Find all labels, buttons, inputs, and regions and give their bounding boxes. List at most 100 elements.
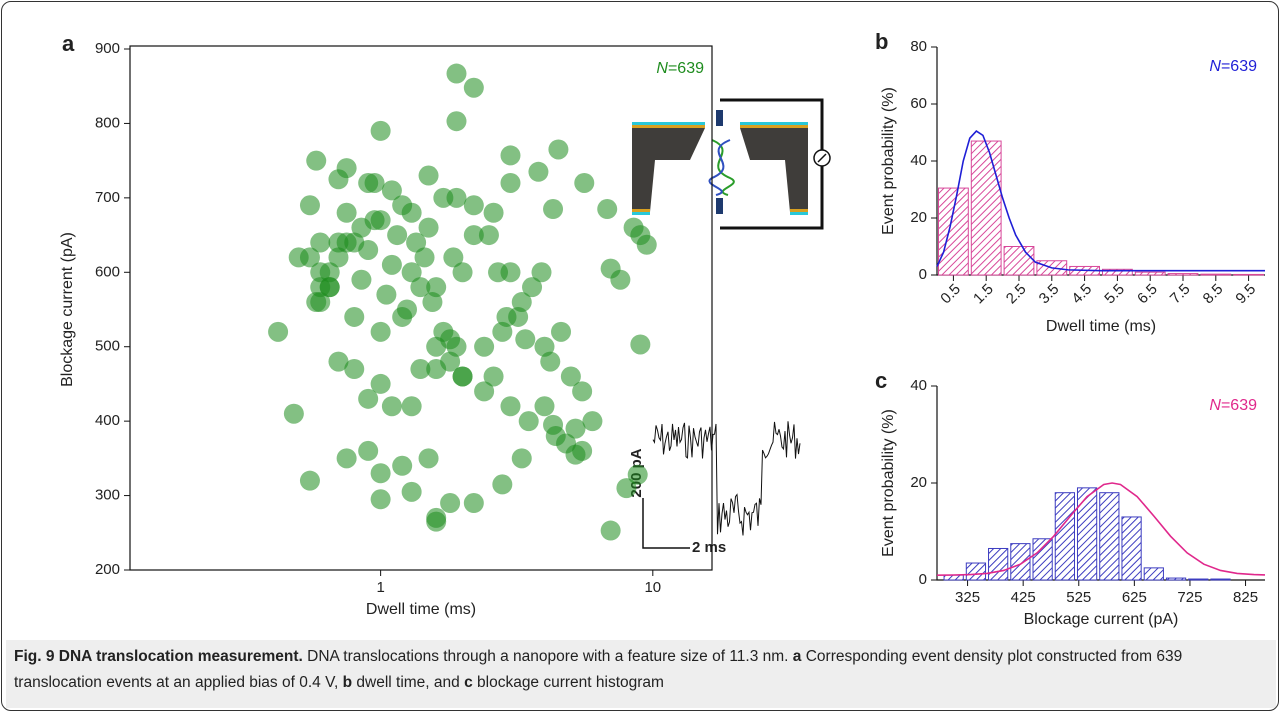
point [370, 373, 391, 394]
point [426, 277, 447, 298]
point [381, 396, 402, 417]
point [344, 232, 365, 253]
point [344, 306, 365, 327]
chart: 200 pA2 msa200300400500600700800900110Dw… [59, 29, 1266, 628]
point [410, 277, 431, 298]
caption-text: c [464, 674, 473, 691]
point [446, 63, 467, 84]
plot-frame [129, 45, 713, 571]
y-tick-label: 800 [95, 114, 120, 131]
point [351, 269, 372, 290]
y-tick-label: 40 [910, 377, 927, 394]
x-tick-label: 3.5 [1036, 281, 1063, 308]
panel: c 0 20 40 325 425 525 625 725 825 Blockage current… [875, 368, 1266, 628]
bar [1165, 577, 1187, 581]
x-tick-label: 825 [1233, 589, 1258, 606]
point [344, 359, 365, 380]
point [627, 464, 648, 485]
point [630, 334, 651, 355]
annotation: N=639 [656, 60, 704, 77]
bar [1102, 268, 1133, 276]
point [401, 262, 422, 283]
y-tick-label: 400 [95, 412, 120, 429]
panel-label: a [62, 31, 75, 56]
point [518, 411, 539, 432]
point [414, 247, 435, 268]
y-axis-label: Blockage current (pA) [59, 232, 76, 387]
point [370, 463, 391, 484]
point [474, 381, 495, 402]
point [418, 217, 439, 238]
y-tick-label: 0 [919, 571, 927, 588]
y-axis-label: Event probability (%) [880, 409, 897, 557]
caption-text: dwell time, and [352, 674, 465, 691]
point [387, 225, 408, 246]
point [283, 403, 304, 424]
point [600, 520, 621, 541]
point [534, 336, 555, 357]
x-tick-label: 4.5 [1068, 281, 1095, 308]
point [443, 247, 464, 268]
point [500, 172, 521, 193]
point [392, 455, 413, 476]
point [370, 321, 391, 342]
annotation-value: =639 [1221, 397, 1257, 414]
annotation: N=639 [1209, 397, 1257, 414]
point [574, 172, 595, 193]
x-tick-label: 425 [1011, 589, 1036, 606]
caption-title: Fig. 9 DNA translocation measurement. [14, 648, 303, 665]
point [500, 396, 521, 417]
annotation-var: N [1209, 397, 1221, 414]
point [556, 433, 577, 454]
point [522, 277, 543, 298]
bar [1210, 578, 1231, 581]
point [440, 329, 461, 350]
bar [1134, 271, 1166, 276]
point [543, 199, 564, 220]
y-tick-label: 300 [95, 487, 120, 504]
x-tick-label: 625 [1122, 589, 1147, 606]
point [452, 262, 473, 283]
point [582, 411, 603, 432]
point [528, 161, 549, 182]
point [572, 381, 593, 402]
point [299, 195, 320, 216]
y-tick-label: 500 [95, 338, 120, 355]
bar [1121, 516, 1142, 581]
trace-inset [642, 421, 801, 549]
x-tick-label: 6.5 [1134, 281, 1161, 308]
bar [1143, 567, 1164, 581]
caption-text: blockage current histogram [472, 674, 664, 691]
bar [1188, 578, 1209, 581]
point [328, 247, 349, 268]
point [610, 269, 631, 290]
point [565, 418, 586, 439]
y-tick-label: 20 [910, 474, 927, 491]
point [381, 254, 402, 275]
x-tick-label: 5.5 [1101, 281, 1128, 308]
point [319, 262, 340, 283]
point [515, 329, 536, 350]
fit-curve [936, 130, 1265, 272]
caption-text: a [792, 648, 802, 665]
y-tick-label: 600 [95, 263, 120, 280]
point [328, 232, 349, 253]
point [478, 225, 499, 246]
point [426, 359, 447, 380]
bar [970, 140, 1002, 276]
point [534, 396, 555, 417]
point [616, 478, 637, 499]
point [452, 366, 473, 387]
y-tick-label: 200 [95, 561, 120, 578]
bar [1032, 538, 1053, 581]
point [392, 306, 413, 327]
bar [943, 574, 964, 581]
point [488, 262, 509, 283]
point [328, 351, 349, 372]
bar [938, 187, 969, 276]
point [370, 120, 391, 141]
bar [1167, 273, 1199, 276]
x-tick-label: 10 [644, 579, 661, 596]
point [401, 202, 422, 223]
bar [1099, 492, 1120, 581]
